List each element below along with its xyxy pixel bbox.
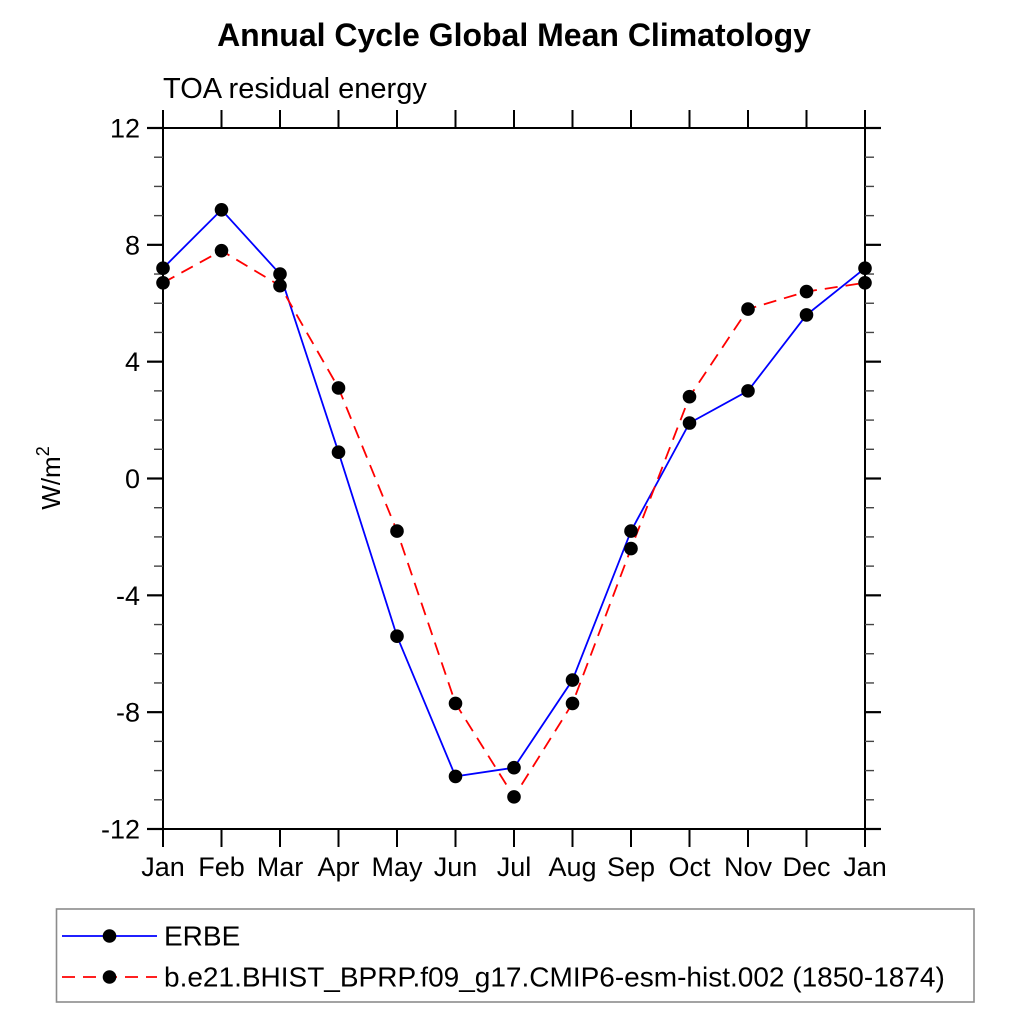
data-point-marker (273, 267, 287, 281)
data-point-marker (741, 302, 755, 316)
y-axis-tick-label: 12 (110, 114, 140, 144)
y-axis-title-base: W/m (36, 456, 66, 509)
y-axis-tick-label: 8 (125, 230, 140, 260)
data-point-marker (682, 389, 697, 404)
chart-subtitle: TOA residual energy (163, 73, 427, 105)
x-axis-tick-label: Apr (317, 852, 359, 882)
plot-frame (162, 127, 866, 830)
x-axis-tick-label: Jan (843, 852, 887, 882)
data-point-marker (331, 381, 346, 395)
y-axis-tick-label: 0 (125, 464, 140, 494)
legend-marker-dot (102, 970, 117, 984)
x-axis-tick-label: Dec (782, 852, 830, 882)
data-point-marker (799, 308, 814, 322)
x-axis-tick-label: Oct (668, 852, 711, 882)
model-line (162, 249, 866, 799)
data-point-marker (799, 284, 814, 299)
erbe-line (162, 208, 866, 778)
y-axis-tick-label: 4 (125, 347, 140, 377)
axes-layer: Jan Feb Mar Apr May Jun Jul Aug Sep Oct Nov Dec Jan-… (101, 110, 887, 882)
x-axis-tick-label: May (371, 852, 423, 882)
data-point-marker (624, 524, 638, 538)
data-point-marker (858, 276, 872, 290)
data-point-marker (507, 760, 521, 775)
data-point-marker (331, 445, 346, 460)
data-point-marker (741, 384, 755, 398)
data-point-marker (565, 673, 580, 687)
legend: ERBE b.e21.BHIST_BPRP.f09_g17.CMIP6-esm-… (55, 908, 975, 1003)
data-point-marker (156, 276, 170, 290)
y-axis-title-exponent: 2 (33, 446, 53, 456)
y-axis-tick-label: -12 (101, 815, 140, 845)
legend-marker-dot (102, 929, 117, 943)
x-axis-tick-label: Feb (198, 852, 245, 882)
data-point-marker (448, 769, 463, 784)
data-point-marker (507, 790, 521, 804)
x-axis-tick-label: Aug (548, 852, 596, 882)
x-axis-tick-label: Nov (724, 852, 773, 882)
y-axis-title: W/m2 (33, 446, 66, 509)
y-axis-tick-label: -4 (116, 581, 140, 611)
x-axis-tick-label: Jan (141, 852, 185, 882)
legend-samples (62, 929, 157, 984)
legend-label-erbe: ERBE (164, 921, 240, 952)
data-point-marker (273, 278, 287, 293)
data-point-marker (156, 261, 170, 276)
x-axis-tick-label: Jul (497, 852, 532, 882)
x-axis-tick-label: Sep (607, 852, 655, 882)
data-point-marker (390, 524, 404, 538)
data-point-marker (214, 202, 229, 217)
legend-box (55, 908, 975, 1003)
data-point-marker (565, 696, 580, 711)
y-axis-tick-label: -8 (116, 698, 140, 728)
data-point-marker (214, 243, 229, 258)
data-point-marker (858, 261, 872, 276)
data-point-marker (448, 696, 463, 711)
chart-title: Annual Cycle Global Mean Climatology (217, 17, 811, 53)
x-axis-tick-label: Mar (257, 852, 304, 882)
data-point-marker (682, 416, 697, 430)
data-point-marker (390, 629, 404, 644)
series-layer (156, 202, 872, 804)
data-point-marker (624, 541, 638, 556)
x-axis-tick-label: Jun (434, 852, 478, 882)
legend-label-model: b.e21.BHIST_BPRP.f09_g17.CMIP6-esm-hist.… (164, 962, 945, 993)
